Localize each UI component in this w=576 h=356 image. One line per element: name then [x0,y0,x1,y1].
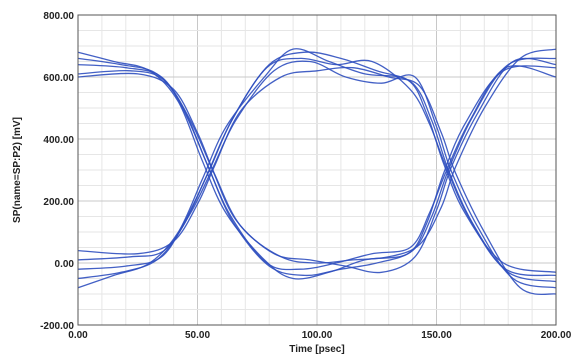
x-tick-label: 100.00 [302,330,333,341]
x-tick-label: 150.00 [421,330,452,341]
x-tick-label: 50.00 [185,330,210,341]
eye-trace-3 [77,48,557,264]
y-axis-label: SP(name=SP:P2) [mV] [12,117,23,223]
y-tick-label: 600.00 [43,73,74,84]
y-tick-label: 400.00 [43,135,74,146]
x-tick-label: 200.00 [541,330,572,341]
y-tick-label: 0.00 [55,259,75,270]
plot-frame [77,14,557,326]
eye-trace-4 [77,66,557,296]
series-group [77,48,557,296]
y-tick-labels: 800.00 600.00 400.00 200.00 0.00 -200.00 [40,11,74,332]
x-tick-labels: 0.00 50.00 100.00 150.00 200.00 [68,330,571,341]
x-tick-label: 0.00 [68,330,88,341]
eye-trace-5 [77,51,557,280]
y-tick-label: 800.00 [43,11,74,22]
eye-trace-9 [77,57,557,271]
x-axis-label: Time [psec] [289,344,344,355]
y-tick-label: 200.00 [43,197,74,208]
y-tick-label: -200.00 [40,321,74,332]
eye-trace-10 [77,57,557,280]
